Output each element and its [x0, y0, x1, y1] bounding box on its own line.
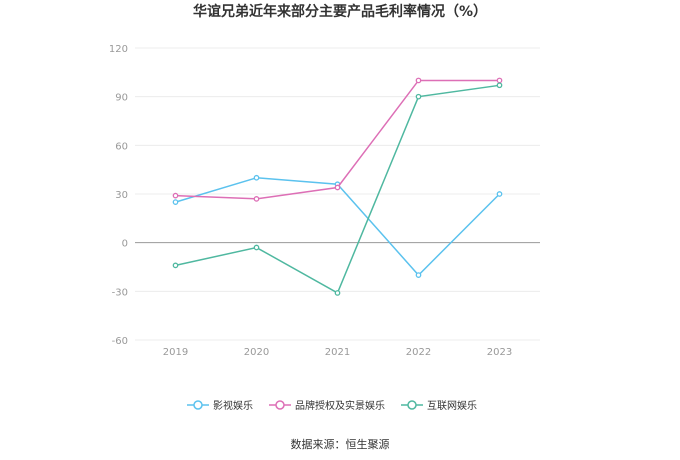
x-axis: 2019 2020 2021 2022 2023 [163, 347, 512, 358]
data-point[interactable] [496, 77, 503, 84]
data-point[interactable] [253, 244, 260, 251]
data-point[interactable] [415, 77, 422, 84]
data-source: 数据来源：恒生聚源 [291, 437, 390, 451]
series-0 [172, 174, 503, 278]
data-point[interactable] [172, 199, 179, 205]
data-point[interactable] [496, 191, 503, 197]
legend-label: 影视娱乐 [213, 399, 253, 412]
legend-marker-icon [275, 400, 285, 410]
legend-label: 互联网娱乐 [427, 399, 477, 412]
series-line [175, 177, 501, 277]
y-tick-label: 90 [115, 93, 128, 104]
data-point[interactable] [253, 196, 260, 202]
data-point[interactable] [415, 272, 422, 278]
y-tick-label: -30 [112, 287, 128, 298]
legend-item[interactable]: 影视娱乐 [187, 399, 253, 412]
legend-item[interactable]: 品牌授权及实景娱乐 [269, 399, 385, 412]
y-tick-label: 120 [109, 44, 128, 55]
series-group [172, 77, 503, 296]
y-tick-label: 30 [115, 190, 128, 201]
x-tick-label: 2021 [325, 347, 350, 358]
data-point[interactable] [172, 192, 179, 199]
grid-lines [135, 47, 540, 341]
legend-label: 品牌授权及实景娱乐 [295, 399, 385, 412]
data-point[interactable] [253, 174, 260, 181]
series-line [175, 79, 500, 200]
x-tick-label: 2020 [244, 347, 269, 358]
chart-title: 华谊兄弟近年来部分主要产品毛利率情况（%） [193, 3, 487, 20]
series-1 [172, 77, 503, 202]
data-point[interactable] [172, 262, 179, 269]
x-tick-label: 2023 [487, 347, 512, 358]
legend-marker-icon [407, 400, 417, 410]
x-tick-label: 2019 [163, 347, 188, 358]
legend-item[interactable]: 互联网娱乐 [401, 399, 477, 412]
y-tick-label: 60 [115, 141, 128, 152]
legend[interactable]: 影视娱乐 品牌授权及实景娱乐 互联网娱乐 [187, 399, 477, 412]
data-point[interactable] [415, 93, 422, 100]
series-2 [172, 82, 503, 296]
y-tick-label: 0 [122, 239, 128, 250]
data-point[interactable] [334, 184, 341, 191]
y-axis: 120 90 60 30 0 -30 -60 [109, 44, 128, 347]
data-point[interactable] [496, 82, 503, 89]
x-tick-label: 2022 [406, 347, 431, 358]
y-tick-label: -60 [112, 336, 128, 347]
legend-marker-icon [193, 400, 203, 410]
data-point[interactable] [334, 290, 341, 296]
